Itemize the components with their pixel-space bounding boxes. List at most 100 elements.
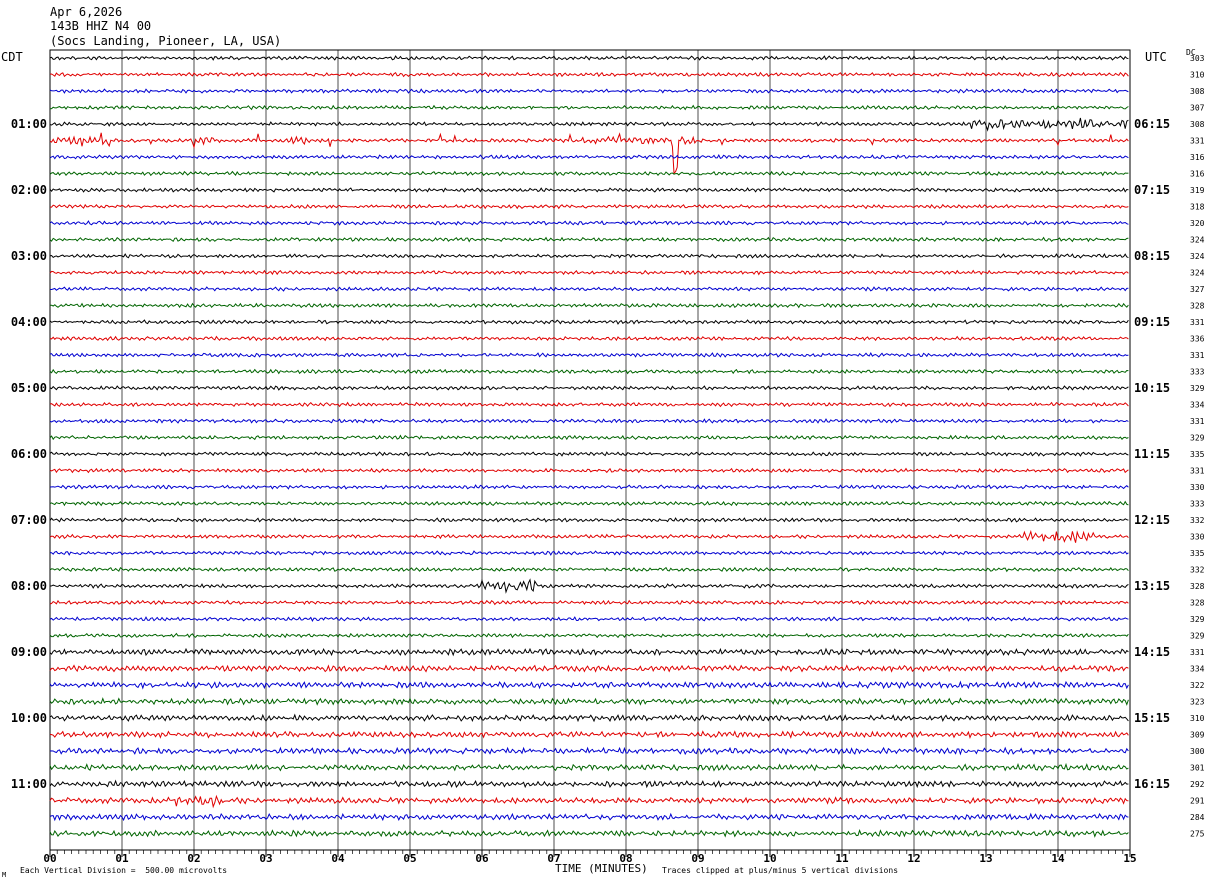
right-hour-label: 09:15 <box>1134 315 1170 329</box>
trace-row-4 <box>49 117 1129 132</box>
dc-value-label: 333 <box>1190 500 1205 509</box>
trace-row-7 <box>49 170 1129 177</box>
trace-row-18 <box>49 352 1129 358</box>
dc-value-label: 320 <box>1190 219 1205 228</box>
trace-row-5 <box>49 132 1129 175</box>
dc-value-label: 308 <box>1190 120 1205 129</box>
trace-row-12 <box>49 253 1129 259</box>
right-hour-label: 13:15 <box>1134 579 1170 593</box>
dc-value-label: 316 <box>1190 153 1205 162</box>
right-hour-label: 12:15 <box>1134 513 1170 527</box>
x-tick-label: 04 <box>331 852 345 865</box>
trace-row-33 <box>49 599 1129 606</box>
trace-row-19 <box>49 368 1129 375</box>
dc-value-label: 334 <box>1190 665 1205 674</box>
dc-value-label: 328 <box>1190 302 1205 311</box>
dc-value-label: 324 <box>1190 236 1205 245</box>
trace-row-11 <box>49 236 1129 243</box>
trace-row-43 <box>49 762 1129 772</box>
trace-row-38 <box>49 680 1129 690</box>
dc-value-label: 329 <box>1190 632 1205 641</box>
dc-value-label: 331 <box>1190 318 1205 327</box>
clip-note: Traces clipped at plus/minus 5 vertical … <box>662 866 899 875</box>
left-hour-label: 02:00 <box>11 183 47 197</box>
x-tick-label: 03 <box>259 852 272 865</box>
left-hour-label: 11:00 <box>11 777 47 791</box>
right-hour-label: 14:15 <box>1134 645 1170 659</box>
left-hour-label: 06:00 <box>11 447 47 461</box>
dc-value-label: 284 <box>1190 813 1205 822</box>
dc-value-label: 336 <box>1190 335 1205 344</box>
dc-value-label: 334 <box>1190 401 1205 410</box>
dc-value-label: 322 <box>1190 681 1205 690</box>
right-hour-label: 10:15 <box>1134 381 1170 395</box>
trace-row-29 <box>49 529 1129 543</box>
dc-value-label: 292 <box>1190 780 1205 789</box>
trace-row-9 <box>50 203 1129 210</box>
trace-row-3 <box>49 104 1129 111</box>
right-hour-label: 15:15 <box>1134 711 1170 725</box>
trace-layer <box>49 55 1129 838</box>
dc-value-label: 309 <box>1190 731 1205 740</box>
right-hour-label: 07:15 <box>1134 183 1170 197</box>
trace-row-6 <box>49 154 1129 160</box>
timezone-left-label: CDT <box>1 50 23 64</box>
dc-value-label: 324 <box>1190 269 1205 278</box>
plot-frame <box>49 49 1131 851</box>
dc-value-label: 330 <box>1190 533 1205 542</box>
dc-value-label: 331 <box>1190 648 1205 657</box>
trace-row-10 <box>49 220 1129 226</box>
trace-row-21 <box>49 401 1129 408</box>
dc-value-label: 301 <box>1190 764 1205 773</box>
dc-value-label: 331 <box>1190 417 1205 426</box>
vertical-scale-note: Each Vertical Division = 500.00 microvol… <box>20 866 228 875</box>
dc-value-label: 332 <box>1190 566 1205 575</box>
dc-value-label: 307 <box>1190 104 1205 113</box>
x-tick-label: 13 <box>979 852 992 865</box>
dc-value-label: 323 <box>1190 698 1205 707</box>
dc-value-label: 319 <box>1190 186 1205 195</box>
x-tick-label: 00 <box>43 852 56 865</box>
dc-value-label: 335 <box>1190 549 1205 558</box>
trace-row-25 <box>49 467 1129 474</box>
trace-row-45 <box>49 794 1129 809</box>
trace-row-26 <box>49 484 1129 490</box>
dc-value-label: 328 <box>1190 582 1205 591</box>
dc-value-label: 303 <box>1190 54 1205 63</box>
dc-value-label: 335 <box>1190 450 1205 459</box>
left-hour-label: 04:00 <box>11 315 47 329</box>
dc-value-label: 310 <box>1190 71 1205 80</box>
trace-row-36 <box>49 647 1129 657</box>
dc-value-label: 328 <box>1190 599 1205 608</box>
trace-row-40 <box>49 713 1129 723</box>
trace-row-2 <box>49 88 1129 94</box>
trace-row-0 <box>49 55 1129 61</box>
left-hour-label: 03:00 <box>11 249 47 263</box>
dc-value-label: 300 <box>1190 747 1205 756</box>
trace-row-27 <box>49 500 1129 507</box>
left-hour-label: 10:00 <box>11 711 47 725</box>
dc-value-label: 330 <box>1190 483 1205 492</box>
trace-row-42 <box>49 746 1129 756</box>
dc-value-label: 329 <box>1190 434 1205 443</box>
x-tick-label: 14 <box>1051 852 1065 865</box>
dc-value-label: 331 <box>1190 351 1205 360</box>
x-tick-label: 10 <box>763 852 776 865</box>
label-layer: 00 01 02 03 04 05 06 07 08 09 10 11 12 13 14 15 303 310 30… <box>11 54 1205 865</box>
trace-row-8 <box>49 187 1129 193</box>
dc-value-label: 324 <box>1190 252 1205 261</box>
right-hour-label: 06:15 <box>1134 117 1170 131</box>
header-date: Apr 6,2026 <box>50 5 123 19</box>
x-tick-label: 01 <box>115 852 129 865</box>
trace-row-35 <box>49 632 1129 639</box>
trace-row-46 <box>49 812 1129 822</box>
trace-row-37 <box>49 664 1129 673</box>
dc-value-label: 275 <box>1190 830 1205 839</box>
trace-row-16 <box>49 319 1129 325</box>
left-hour-label: 08:00 <box>11 579 47 593</box>
trace-row-32 <box>49 578 1129 594</box>
dc-value-label: 327 <box>1190 285 1205 294</box>
trace-row-14 <box>50 286 1129 292</box>
left-hour-label: 05:00 <box>11 381 47 395</box>
